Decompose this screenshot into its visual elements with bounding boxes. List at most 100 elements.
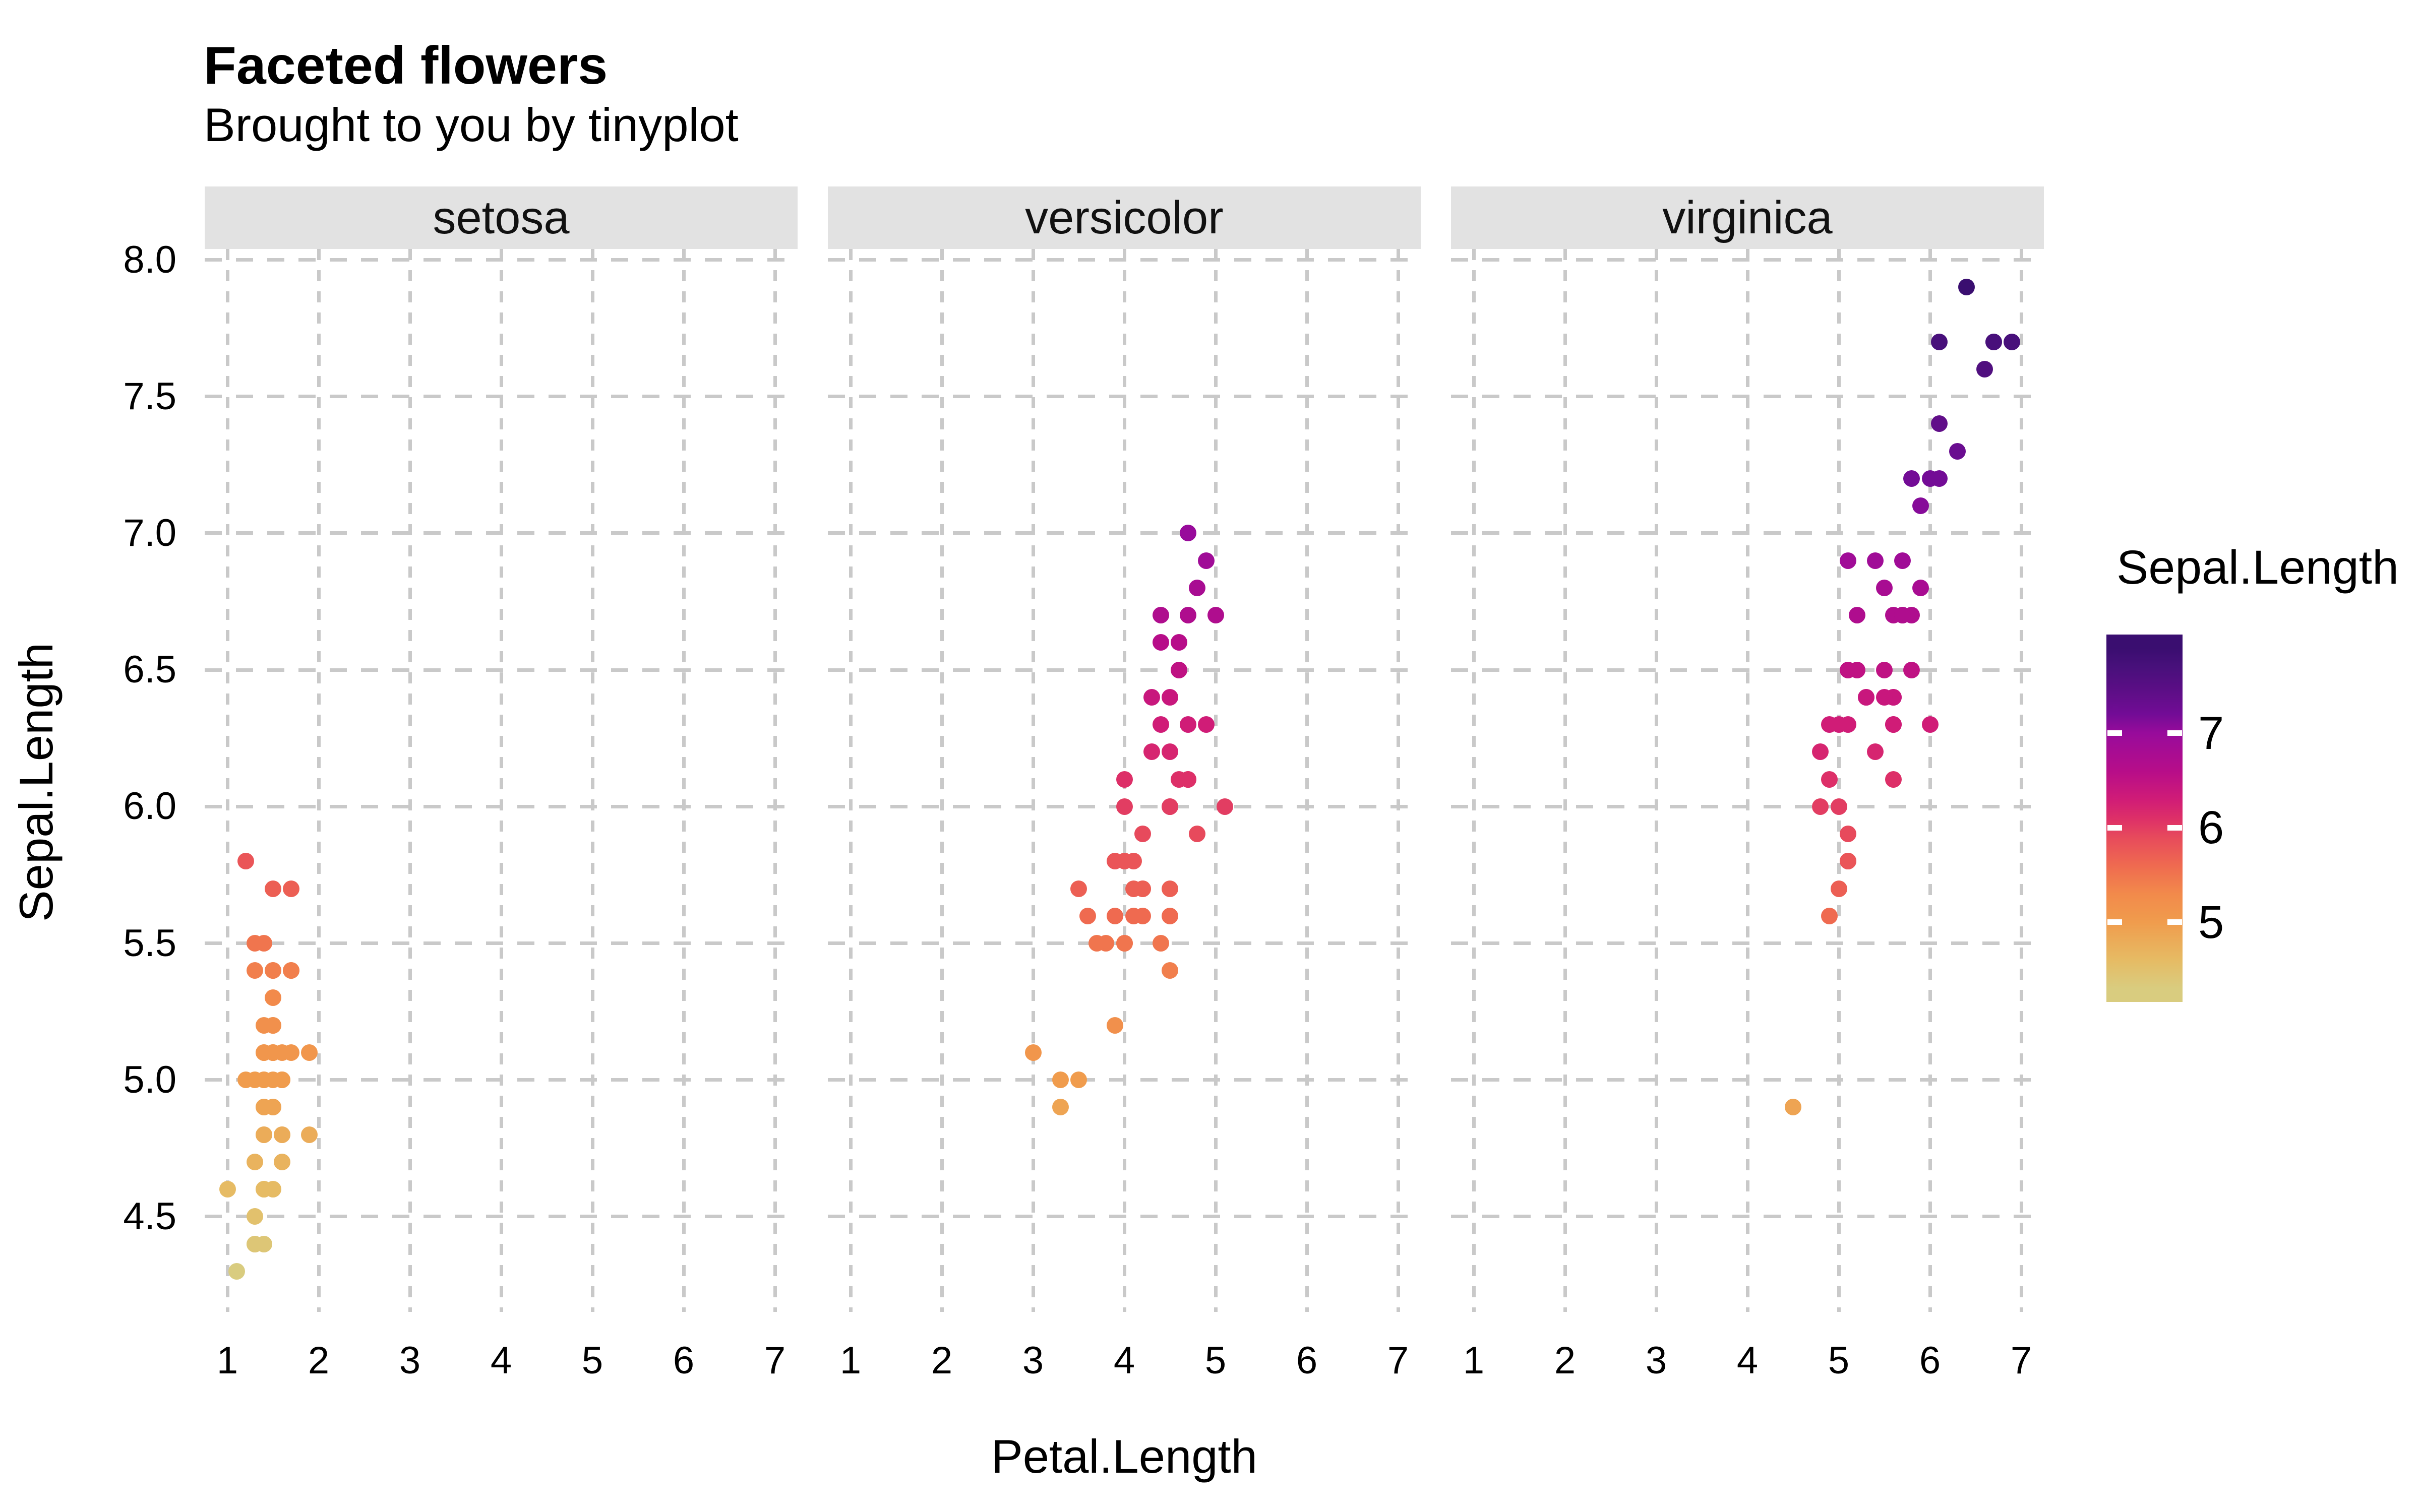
x-tick-label: 7 [764, 1339, 786, 1382]
data-point [1821, 907, 1838, 924]
data-point [1839, 853, 1856, 870]
data-point [1958, 279, 1975, 296]
gridline-y-5.0 [1451, 1078, 2044, 1082]
data-point [1171, 771, 1188, 788]
facet-strip-virginica: virginica [1451, 186, 2044, 249]
gridline-x-6 [1928, 249, 1932, 1312]
data-point [228, 1263, 245, 1280]
data-point [1857, 688, 1874, 706]
data-point [1152, 935, 1169, 952]
gridline-y-6.5 [205, 668, 798, 672]
legend-tick-dash-right [2167, 825, 2182, 831]
x-tick-label: 6 [1296, 1339, 1318, 1382]
x-tick-label: 6 [673, 1339, 695, 1382]
x-tick-label: 4 [1113, 1339, 1135, 1382]
legend-tick-label: 7 [2198, 707, 2224, 759]
x-tick-label: 1 [839, 1339, 862, 1382]
data-point [265, 1017, 281, 1034]
data-point [1116, 798, 1133, 815]
legend-tick-dash-right [2167, 919, 2182, 925]
x-tick-label: 7 [1387, 1339, 1409, 1382]
data-point [219, 1181, 236, 1198]
x-tick-label: 1 [1463, 1339, 1485, 1382]
gridline-y-8.0 [1451, 258, 2044, 262]
gridline-x-5 [1837, 249, 1841, 1312]
data-point [274, 1126, 291, 1143]
gridline-y-7.0 [1451, 531, 2044, 535]
gridline-x-3 [408, 249, 412, 1312]
data-point [1189, 826, 1206, 843]
data-point [255, 1181, 272, 1198]
data-point [255, 1072, 272, 1089]
data-point [283, 880, 300, 897]
y-tick-label: 5.5 [123, 921, 176, 965]
x-tick-label: 2 [1554, 1339, 1576, 1382]
x-tick-label: 5 [1828, 1339, 1850, 1382]
data-point [246, 1235, 263, 1252]
x-tick-label: 3 [1645, 1339, 1667, 1382]
data-point [301, 1126, 318, 1143]
data-point [1180, 607, 1197, 624]
data-point [1143, 688, 1160, 706]
gridline-y-5.0 [828, 1078, 1421, 1082]
data-point [1848, 607, 1865, 624]
data-point [1171, 634, 1188, 651]
data-point [1830, 716, 1847, 733]
data-point [1876, 661, 1893, 678]
data-point [246, 935, 263, 952]
data-point [1162, 962, 1178, 979]
data-point [1812, 743, 1829, 761]
data-point [1162, 880, 1178, 897]
data-point [274, 1072, 291, 1089]
gridline-x-7 [773, 249, 777, 1312]
data-point [265, 989, 281, 1006]
data-point [246, 1153, 263, 1170]
data-point [1921, 716, 1939, 733]
legend-tick-label: 5 [2198, 896, 2224, 948]
gridline-x-1 [225, 249, 229, 1312]
data-point [1116, 771, 1133, 788]
gridline-y-8.0 [205, 258, 798, 262]
gridline-y-7.5 [828, 395, 1421, 399]
data-point [1866, 552, 1884, 569]
data-point [1830, 880, 1847, 897]
x-axis-title: Petal.Length [991, 1430, 1257, 1483]
data-point [255, 1099, 272, 1116]
data-point [265, 880, 281, 897]
y-tick-label: 5.0 [123, 1058, 176, 1101]
data-point [1052, 1072, 1069, 1089]
data-point [1894, 552, 1911, 569]
data-point [283, 962, 300, 979]
data-point [1107, 1017, 1124, 1034]
data-point [246, 962, 263, 979]
data-point [1821, 771, 1838, 788]
gridline-x-2 [1563, 249, 1567, 1312]
x-tick-label: 6 [1919, 1339, 1941, 1382]
gridline-y-5.5 [1451, 941, 2044, 945]
facet-strip-setosa: setosa [205, 186, 798, 249]
gridline-y-4.5 [205, 1215, 798, 1219]
data-point [1143, 743, 1160, 761]
data-point [1189, 579, 1206, 596]
facet-panel-setosa [205, 249, 798, 1312]
data-point [1949, 443, 1966, 460]
gridline-y-7.5 [205, 395, 798, 399]
data-point [2004, 333, 2021, 350]
data-point [1125, 880, 1142, 897]
data-point [1785, 1099, 1801, 1116]
data-point [1921, 470, 1939, 487]
data-point [237, 853, 254, 870]
data-point [1198, 552, 1215, 569]
gridline-x-3 [1654, 249, 1658, 1312]
data-point [1070, 880, 1087, 897]
data-point [1088, 935, 1106, 952]
gridline-x-5 [590, 249, 594, 1312]
facet-strip-label: virginica [1662, 192, 1833, 243]
data-point [1162, 907, 1178, 924]
data-point [1079, 907, 1097, 924]
data-point [1152, 716, 1169, 733]
legend-title: Sepal.Length [2116, 541, 2399, 594]
data-point [1162, 798, 1178, 815]
gridline-y-6.0 [1451, 804, 2044, 808]
data-point [1930, 415, 1948, 432]
